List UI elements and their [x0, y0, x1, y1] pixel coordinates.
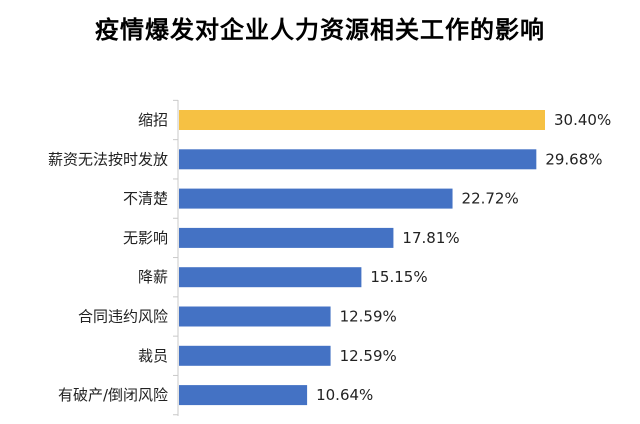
bar — [179, 267, 362, 288]
bar — [179, 110, 545, 130]
data-label: 17.81% — [402, 229, 459, 247]
category-label: 降薪 — [138, 268, 168, 286]
bar — [179, 345, 331, 366]
category-label: 不清楚 — [123, 190, 168, 208]
category-label: 无影响 — [123, 229, 168, 247]
category-label: 缩招 — [138, 111, 168, 129]
bar — [179, 385, 308, 406]
category-label: 薪资无法按时发放 — [48, 150, 168, 168]
category-label: 裁员 — [138, 347, 168, 365]
data-label: 30.40% — [554, 111, 611, 129]
data-label: 29.68% — [545, 150, 602, 168]
data-label: 12.59% — [340, 308, 397, 326]
category-label: 有破产/倒闭风险 — [58, 386, 168, 404]
data-label: 15.15% — [370, 268, 427, 286]
bar — [179, 149, 537, 170]
chart-title: 疫情爆发对企业人力资源相关工作的影响 — [95, 16, 545, 44]
bar — [179, 188, 453, 209]
category-label: 合同违约风险 — [78, 308, 168, 326]
bar — [179, 306, 331, 327]
data-label: 22.72% — [462, 190, 519, 208]
data-label: 12.59% — [340, 347, 397, 365]
data-label: 10.64% — [316, 386, 373, 404]
bar — [179, 227, 394, 248]
